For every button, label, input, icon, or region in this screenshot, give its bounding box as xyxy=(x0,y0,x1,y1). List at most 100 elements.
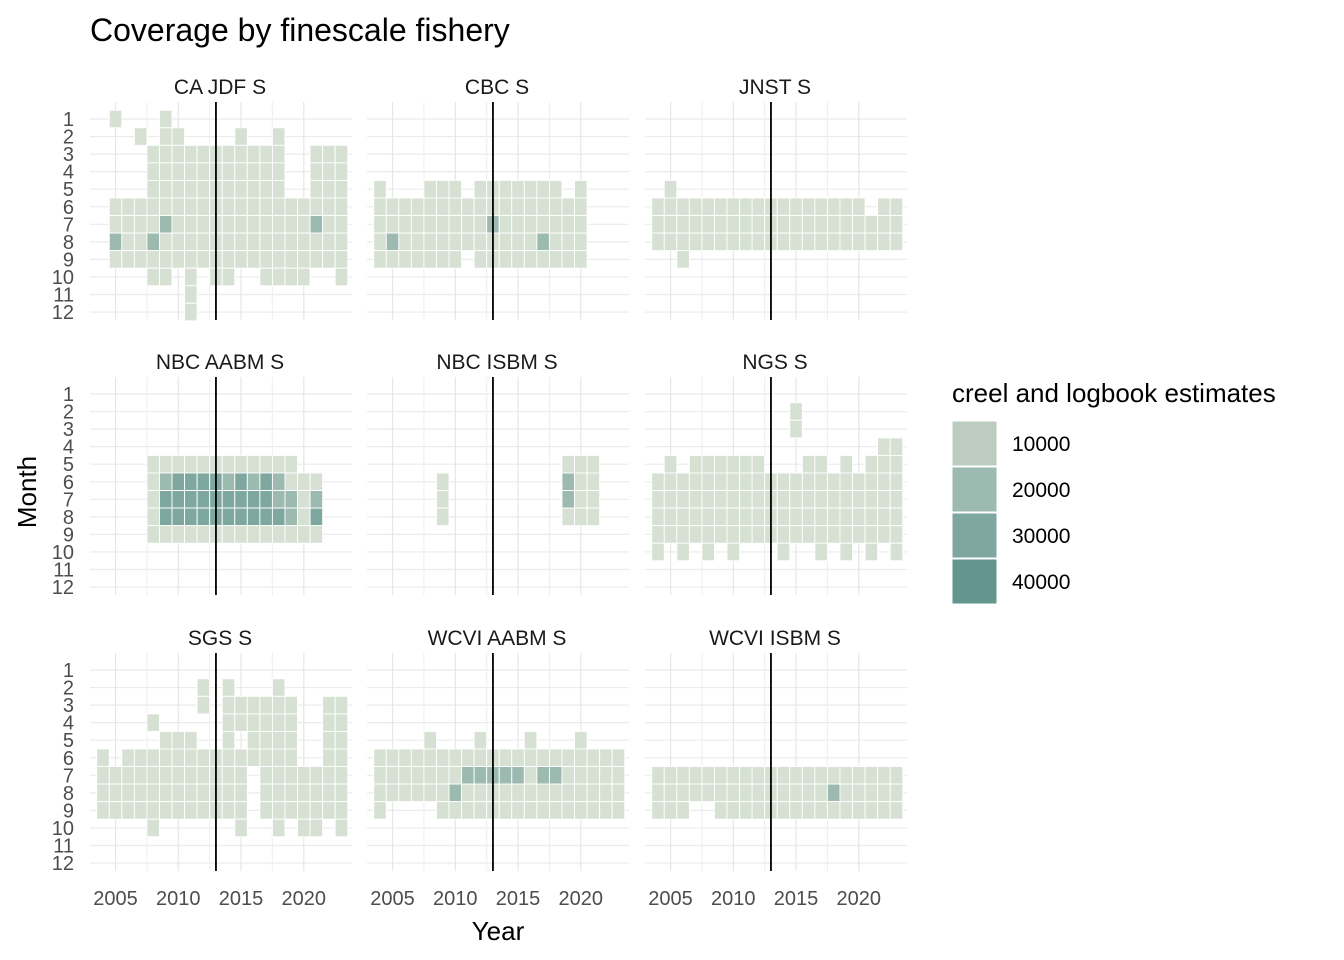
heatmap-cell xyxy=(423,748,437,767)
heatmap-cell xyxy=(701,215,715,234)
heatmap-cell xyxy=(284,713,298,732)
y-tick-label: 4 xyxy=(63,713,74,735)
heatmap-cell xyxy=(701,507,715,527)
heatmap-cell xyxy=(221,162,236,181)
heatmap-cell xyxy=(284,250,298,269)
heatmap-cell xyxy=(271,678,286,697)
heatmap-cell xyxy=(196,179,211,199)
heatmap-cell xyxy=(523,232,538,252)
heatmap-cell xyxy=(410,215,425,234)
heatmap-cell xyxy=(826,472,841,491)
y-tick-label: 7 xyxy=(63,765,74,787)
heatmap-cell xyxy=(246,748,261,767)
heatmap-cell xyxy=(814,507,828,527)
heatmap-cell xyxy=(159,766,173,785)
heatmap-cell xyxy=(398,215,412,234)
heatmap-cell xyxy=(776,232,791,252)
heatmap-cell xyxy=(751,766,766,785)
heatmap-cell xyxy=(839,783,853,803)
heatmap-cell xyxy=(108,766,123,785)
heatmap-cell xyxy=(801,507,816,527)
heatmap-cell xyxy=(322,695,336,715)
y-tick-label: 3 xyxy=(63,419,74,441)
y-tick-label: 9 xyxy=(63,249,74,271)
heatmap-cell xyxy=(246,472,261,491)
heatmap-cell xyxy=(385,232,400,252)
facet-strip-label: SGS S xyxy=(188,627,252,650)
facet-panel: JNST S xyxy=(645,76,907,320)
heatmap-cell xyxy=(234,801,248,820)
heatmap-cell xyxy=(121,801,135,820)
heatmap-cell xyxy=(96,766,110,785)
heatmap-cell xyxy=(309,783,324,803)
heatmap-cell xyxy=(714,490,728,509)
heatmap-cell xyxy=(159,507,173,527)
heatmap-cell xyxy=(548,783,563,803)
heatmap-cell xyxy=(334,215,349,234)
heatmap-cell xyxy=(701,525,715,544)
y-tick-label: 11 xyxy=(53,285,74,307)
heatmap-cell xyxy=(373,179,387,199)
x-tick-label: 2020 xyxy=(282,888,327,910)
y-tick-label: 9 xyxy=(63,524,74,546)
heatmap-cell xyxy=(334,818,349,838)
x-tick-label: 2015 xyxy=(496,888,541,910)
heatmap-cell xyxy=(159,454,173,474)
heatmap-cell xyxy=(234,713,248,732)
heatmap-cell xyxy=(852,801,866,820)
heatmap-cell xyxy=(196,801,211,820)
heatmap-cell xyxy=(663,472,678,491)
heatmap-cell xyxy=(171,232,186,252)
heatmap-cell xyxy=(184,801,198,820)
heatmap-cell xyxy=(511,215,525,234)
heatmap-cell xyxy=(184,730,198,750)
heatmap-cell xyxy=(663,490,678,509)
heatmap-cell xyxy=(586,454,601,474)
heatmap-cell xyxy=(688,454,703,474)
heatmap-cell xyxy=(309,766,324,785)
heatmap-cell xyxy=(714,232,728,252)
heatmap-cell xyxy=(714,766,728,785)
heatmap-cell xyxy=(739,472,753,491)
heatmap-cell xyxy=(196,678,211,697)
heatmap-cell xyxy=(523,801,538,820)
heatmap-cell xyxy=(889,490,904,509)
heatmap-cell xyxy=(561,197,575,216)
heatmap-cell xyxy=(246,250,261,269)
heatmap-cell xyxy=(159,197,173,216)
heatmap-cell xyxy=(271,525,286,544)
heatmap-cell xyxy=(448,766,463,785)
heatmap-cell xyxy=(651,490,665,509)
heatmap-cell xyxy=(448,215,463,234)
heatmap-cell xyxy=(739,525,753,544)
heatmap-cell xyxy=(234,748,248,767)
heatmap-cell xyxy=(423,766,437,785)
y-tick-label: 4 xyxy=(63,162,74,184)
heatmap-cell xyxy=(309,801,324,820)
legend-label: 20000 xyxy=(1012,479,1070,502)
heatmap-cell xyxy=(398,250,412,269)
heatmap-cell xyxy=(739,801,753,820)
heatmap-cell xyxy=(511,250,525,269)
heatmap-cell xyxy=(751,783,766,803)
heatmap-cell xyxy=(108,109,123,129)
heatmap-cell xyxy=(196,144,211,164)
y-tick-label: 6 xyxy=(63,197,74,219)
heatmap-cell xyxy=(171,472,186,491)
heatmap-cell xyxy=(234,695,248,715)
heatmap-cell xyxy=(814,472,828,491)
heatmap-cell xyxy=(184,472,198,491)
heatmap-cell xyxy=(663,507,678,527)
x-tick-label: 2005 xyxy=(93,888,138,910)
heatmap-cell xyxy=(498,197,513,216)
heatmap-cell xyxy=(701,232,715,252)
heatmap-cell xyxy=(701,542,715,562)
heatmap-cell xyxy=(889,215,904,234)
heatmap-cell xyxy=(889,542,904,562)
heatmap-cell xyxy=(461,197,475,216)
heatmap-cell xyxy=(297,801,311,820)
facet-strip-label: NBC AABM S xyxy=(156,351,284,374)
heatmap-cell xyxy=(271,127,286,146)
heatmap-cell xyxy=(864,490,879,509)
heatmap-cell xyxy=(676,232,690,252)
